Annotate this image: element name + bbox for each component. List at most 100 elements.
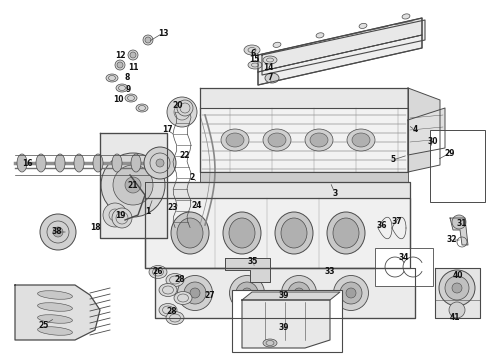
Text: 13: 13 — [158, 28, 168, 37]
FancyBboxPatch shape — [436, 155, 478, 167]
Circle shape — [177, 100, 193, 116]
Ellipse shape — [226, 133, 244, 147]
FancyBboxPatch shape — [436, 187, 478, 197]
Circle shape — [112, 208, 132, 228]
Bar — [430, 130, 485, 202]
Ellipse shape — [263, 339, 277, 347]
Polygon shape — [200, 108, 408, 172]
Ellipse shape — [117, 62, 123, 68]
Text: 36: 36 — [377, 220, 387, 230]
Ellipse shape — [149, 266, 167, 279]
Bar — [232, 290, 342, 352]
Ellipse shape — [112, 154, 122, 172]
Polygon shape — [450, 218, 468, 245]
Text: 17: 17 — [162, 126, 172, 135]
Ellipse shape — [273, 42, 281, 48]
Text: 26: 26 — [153, 267, 163, 276]
Text: 34: 34 — [399, 252, 409, 261]
Text: 14: 14 — [263, 63, 273, 72]
Text: 28: 28 — [175, 275, 185, 284]
Text: 28: 28 — [167, 307, 177, 316]
Text: 27: 27 — [205, 291, 215, 300]
Text: 35: 35 — [248, 257, 258, 266]
Ellipse shape — [268, 133, 286, 147]
Text: 7: 7 — [268, 73, 273, 82]
Text: 18: 18 — [90, 224, 100, 233]
Polygon shape — [100, 133, 167, 238]
Ellipse shape — [340, 282, 362, 304]
Ellipse shape — [236, 282, 258, 304]
Text: 37: 37 — [392, 217, 402, 226]
Ellipse shape — [334, 275, 368, 310]
Bar — [375, 248, 433, 286]
Ellipse shape — [93, 154, 103, 172]
Ellipse shape — [333, 218, 359, 248]
Polygon shape — [435, 268, 480, 318]
Text: 39: 39 — [279, 324, 289, 333]
Polygon shape — [408, 108, 445, 155]
Ellipse shape — [305, 129, 333, 151]
Text: 16: 16 — [22, 158, 32, 167]
Text: 8: 8 — [124, 73, 130, 82]
Polygon shape — [145, 182, 410, 198]
Text: 33: 33 — [325, 266, 335, 275]
Ellipse shape — [36, 154, 46, 172]
Ellipse shape — [115, 60, 125, 70]
Circle shape — [103, 203, 127, 227]
Ellipse shape — [143, 35, 153, 45]
FancyBboxPatch shape — [436, 139, 478, 151]
Ellipse shape — [116, 84, 128, 92]
Text: 39: 39 — [279, 291, 289, 300]
Ellipse shape — [316, 33, 324, 38]
Circle shape — [156, 159, 164, 167]
Polygon shape — [262, 20, 425, 75]
Ellipse shape — [38, 303, 73, 311]
Ellipse shape — [38, 291, 73, 299]
Polygon shape — [225, 258, 270, 282]
Text: 5: 5 — [391, 156, 395, 165]
Text: 2: 2 — [189, 174, 195, 183]
Ellipse shape — [275, 212, 313, 254]
Polygon shape — [145, 198, 410, 268]
Ellipse shape — [136, 104, 148, 112]
Ellipse shape — [130, 52, 136, 58]
Text: 40: 40 — [453, 270, 463, 279]
Polygon shape — [242, 292, 340, 300]
Ellipse shape — [288, 282, 310, 304]
Text: 4: 4 — [413, 126, 417, 135]
Ellipse shape — [17, 154, 27, 172]
Polygon shape — [200, 172, 408, 182]
Ellipse shape — [128, 50, 138, 60]
Ellipse shape — [145, 37, 151, 43]
Circle shape — [53, 227, 63, 237]
Ellipse shape — [281, 218, 307, 248]
Ellipse shape — [55, 154, 65, 172]
Polygon shape — [408, 88, 440, 172]
Text: 10: 10 — [113, 95, 123, 104]
Text: 3: 3 — [332, 189, 338, 198]
Circle shape — [40, 214, 76, 250]
Circle shape — [445, 276, 469, 300]
Ellipse shape — [248, 61, 262, 69]
Circle shape — [125, 177, 141, 193]
Text: 12: 12 — [115, 50, 125, 59]
Ellipse shape — [159, 303, 177, 316]
Ellipse shape — [244, 45, 260, 55]
Ellipse shape — [171, 212, 209, 254]
Ellipse shape — [223, 212, 261, 254]
Circle shape — [452, 215, 466, 229]
Ellipse shape — [125, 94, 137, 102]
Ellipse shape — [242, 288, 252, 298]
Ellipse shape — [265, 73, 279, 83]
Ellipse shape — [190, 288, 200, 298]
Text: 20: 20 — [173, 100, 183, 109]
Text: 1: 1 — [146, 207, 150, 216]
FancyBboxPatch shape — [436, 171, 478, 183]
Text: 31: 31 — [457, 220, 467, 229]
Ellipse shape — [402, 14, 410, 19]
Ellipse shape — [131, 154, 141, 172]
Polygon shape — [200, 88, 408, 108]
Text: 23: 23 — [168, 203, 178, 212]
Ellipse shape — [174, 292, 192, 305]
Ellipse shape — [359, 23, 367, 28]
